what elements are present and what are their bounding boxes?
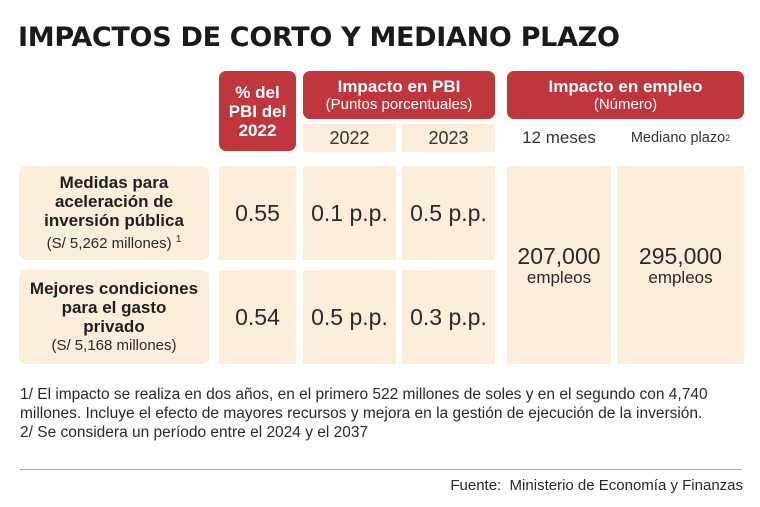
header-impacto-pbi-title: Impacto en PBI [337,76,461,96]
row1-label-line1: Medidas para [59,173,169,192]
employment-12-meses: 207,000 empleos [507,166,611,364]
employment-medium-value: 295,000 [638,242,723,269]
header-impacto-empleo-title: Impacto en empleo [548,76,703,96]
row-label-gasto-privado: Mejores condiciones para el gasto privad… [19,270,209,364]
row2-label-line2: para el gasto [61,298,167,317]
row-label-inversion-publica: Medidas para aceleración de inversión pú… [19,166,209,260]
footnote-ref-1: 1 [175,234,182,245]
employment-short-unit: empleos [526,267,592,287]
subheader-mediano-plazo: Mediano plazo 2 [617,124,744,152]
row1-label-line2: aceleración de [54,192,174,211]
row2-label-line3: privado [83,317,145,336]
subheader-2022: 2022 [303,124,396,152]
footnote-2: 2/ Se considera un período entre el 2024… [20,424,369,441]
row1-amount-text: (S/ 5,262 millones) [46,235,172,252]
header-pbi-share: % del PBI del 2022 [219,71,296,151]
row2-pbi-2023: 0.3 p.p. [402,270,495,364]
row2-amount: (S/ 5,168 millones) [51,337,177,354]
subheader-12-meses: 12 meses [522,128,596,147]
row1-pbi-share: 0.55 [219,166,296,260]
header-pbi-share-line1: % del [235,82,280,102]
row1-amount: (S/ 5,262 millones) 1 [47,230,182,253]
footnotes: 1/ El impacto se realiza en dos años, en… [20,385,745,442]
subheader-mediano-plazo-label: Mediano plazo [630,130,726,146]
row2-label-line1: Mejores condiciones [29,279,199,298]
header-pbi-share-line2: PBI del [228,101,287,121]
source-credit: Fuente: Ministerio de Economía y Finanza… [450,477,743,494]
divider [20,469,742,470]
header-impacto-pbi: Impacto en PBI (Puntos porcentuales) [303,71,495,119]
employment-medium-unit: empleos [648,267,713,287]
row2-pbi-2022: 0.5 p.p. [303,270,396,364]
footnote-1: 1/ El impacto se realiza en dos años, en… [20,386,708,422]
header-pbi-share-line3: 2022 [238,120,277,140]
header-impacto-pbi-subtitle: (Puntos porcentuales) [325,95,473,113]
header-impacto-empleo-subtitle: (Número) [593,95,658,113]
row2-pbi-share: 0.54 [219,270,296,364]
employment-mediano-plazo: 295,000 empleos [617,166,744,364]
header-impacto-empleo: Impacto en empleo (Número) [507,71,744,119]
row1-pbi-2023: 0.5 p.p. [402,166,495,260]
row1-pbi-2022: 0.1 p.p. [303,166,396,260]
row1-label-line3: inversión pública [44,211,184,230]
employment-short-value: 207,000 [517,242,601,269]
page-title: IMPACTOS DE CORTO Y MEDIANO PLAZO [18,22,620,53]
subheader-2023: 2023 [402,124,495,152]
footnote-ref-2: 2 [725,133,731,143]
